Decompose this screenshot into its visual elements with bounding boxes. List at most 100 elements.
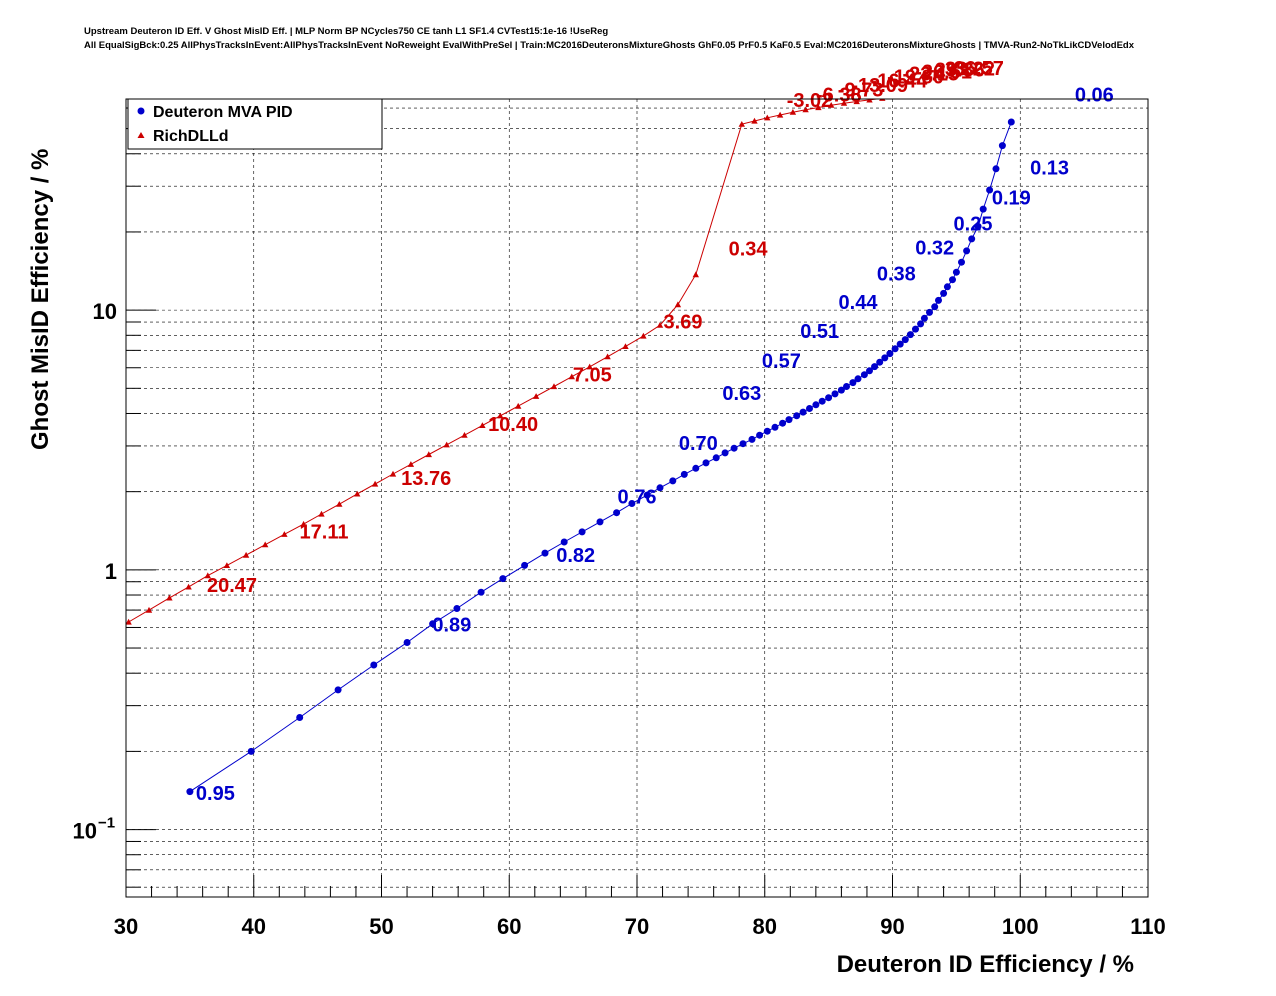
data-point-1 [692, 271, 699, 278]
legend-label-richdlld: RichDLLd [153, 128, 229, 145]
data-point-0 [613, 509, 621, 517]
x-tick-label: 50 [369, 914, 393, 939]
data-point-1 [389, 470, 397, 477]
point-label-1: 13.76 [401, 468, 451, 490]
data-point-1 [550, 383, 558, 390]
data-point-1 [242, 551, 250, 558]
data-point-0 [453, 605, 461, 612]
data-point-1 [828, 102, 835, 108]
legend-marker-deuteron [137, 107, 145, 115]
data-point-0 [974, 222, 982, 230]
point-label-0: 0.13 [1030, 157, 1069, 179]
point-label-1: -9.73 [838, 79, 884, 101]
data-point-0 [891, 345, 899, 353]
point-label-0: 0.95 [196, 783, 235, 805]
point-label-0: 0.06 [1075, 85, 1114, 107]
data-point-1 [461, 432, 468, 438]
point-label-0: 0.57 [762, 351, 801, 373]
data-point-0 [806, 405, 813, 412]
data-point-0 [940, 289, 948, 297]
data-point-0 [370, 661, 378, 669]
data-point-1 [281, 531, 288, 537]
data-point-1 [300, 520, 307, 527]
data-point-0 [730, 444, 738, 452]
data-point-1 [640, 332, 647, 339]
data-point-0 [712, 454, 720, 462]
data-point-1 [185, 583, 192, 590]
x-tick-label: 30 [114, 914, 138, 939]
data-point-0 [979, 205, 987, 213]
series-line-0 [189, 121, 1012, 793]
data-point-1 [866, 99, 873, 103]
point-label-0: 0.32 [915, 237, 954, 259]
x-tick-label: 110 [1130, 914, 1166, 939]
data-point-0 [998, 142, 1006, 150]
chart-subtitle: All EqualSigBck:0.25 AllPhysTracksInEven… [84, 40, 1134, 51]
data-point-1 [515, 402, 522, 409]
data-point-0 [403, 639, 411, 646]
point-label-1: -29.86 [928, 60, 985, 82]
data-point-1 [479, 422, 486, 428]
data-point-1 [853, 99, 860, 105]
point-label-0: 0.82 [556, 545, 595, 567]
data-point-0 [837, 386, 845, 394]
data-point-0 [896, 340, 904, 348]
data-point-1 [425, 451, 432, 458]
x-tick-label: 60 [497, 914, 521, 939]
data-point-1 [223, 562, 231, 568]
data-point-0 [986, 186, 994, 194]
data-point-1 [262, 541, 269, 548]
data-point-0 [756, 431, 764, 439]
data-point-0 [560, 538, 568, 546]
x-axis-label: Deuteron ID Efficiency / % [837, 951, 1134, 978]
x-tick-label: 40 [242, 914, 266, 939]
data-point-0 [901, 336, 909, 344]
data-point-0 [926, 308, 933, 316]
point-label-0: 0.89 [432, 614, 471, 636]
data-point-0 [669, 477, 677, 485]
data-point-0 [541, 549, 549, 557]
data-point-0 [763, 427, 771, 435]
data-point-0 [296, 714, 304, 721]
point-label-1: -23.15 [902, 64, 959, 86]
data-point-0 [931, 303, 939, 311]
data-point-1 [371, 480, 379, 487]
data-point-0 [186, 788, 194, 796]
data-point-1 [622, 343, 629, 349]
data-point-1 [568, 373, 575, 380]
data-point-0 [843, 383, 850, 390]
data-point-1 [336, 501, 343, 507]
data-point-0 [721, 449, 729, 457]
data-point-0 [748, 435, 756, 443]
data-point-0 [866, 367, 873, 375]
data-point-0 [812, 401, 820, 409]
data-point-0 [854, 375, 862, 383]
data-point-0 [849, 379, 857, 387]
point-label-1: -16.44 [871, 71, 929, 93]
data-point-0 [477, 588, 485, 596]
y-tick-label: 1 [105, 559, 117, 584]
data-point-0 [656, 484, 664, 492]
data-point-0 [917, 320, 925, 328]
data-point-1 [764, 114, 771, 121]
point-label-1: 20.47 [207, 575, 257, 597]
data-point-0 [799, 408, 807, 416]
point-label-1: -36.57 [947, 58, 1004, 80]
legend-box [127, 98, 383, 150]
point-label-0: 0.70 [679, 433, 718, 455]
data-point-1 [943, 89, 949, 95]
data-point-1 [930, 90, 936, 96]
data-point-1 [840, 100, 848, 106]
legend-label-deuteron: Deuteron MVA PID [153, 104, 293, 121]
y-tick-label: 10 [93, 299, 117, 324]
data-point-0 [871, 363, 879, 371]
point-labels: 0.95 0.89 0.82 0.76 0.70 0.630.57 0.510.44 0.38… [196, 58, 1114, 805]
point-label-0: 0.63 [722, 383, 761, 405]
data-point-0 [920, 314, 928, 322]
point-label-1: 7.05 [573, 365, 612, 387]
data-point-0 [912, 325, 919, 333]
data-point-0 [628, 500, 636, 507]
data-point-0 [949, 276, 956, 284]
series-line-1 [128, 99, 881, 623]
